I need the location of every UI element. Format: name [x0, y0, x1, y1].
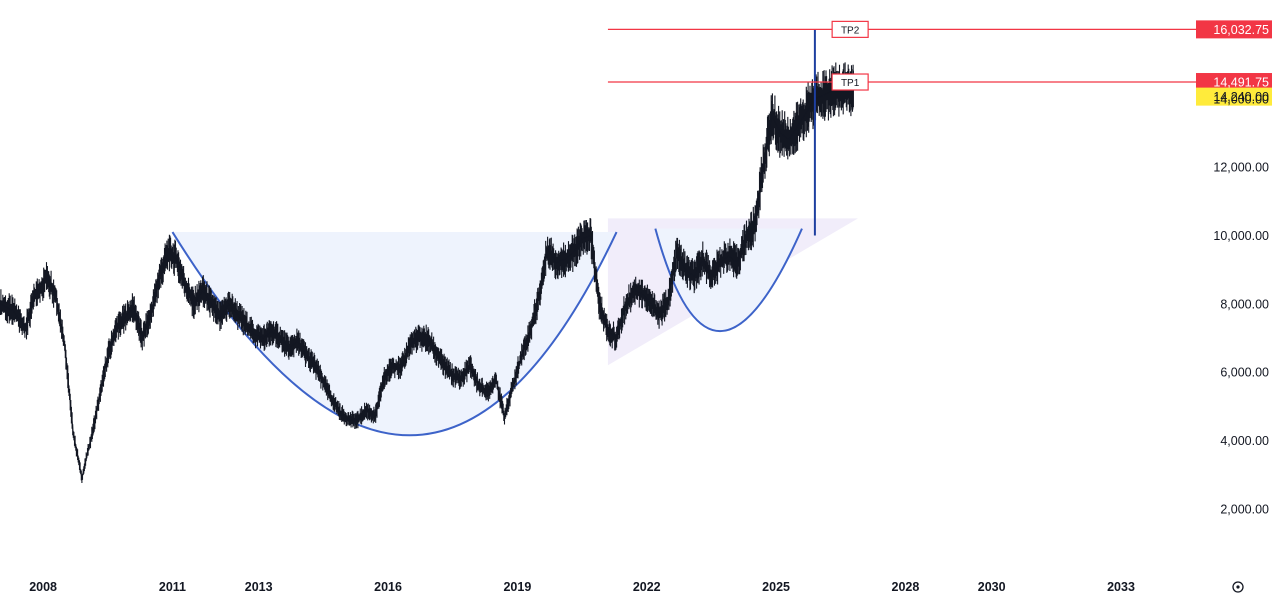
pattern-layer: [171, 218, 859, 437]
big-cup-fill: [172, 232, 617, 436]
gear-icon[interactable]: [1232, 581, 1244, 593]
x-tick-label: 2033: [1107, 580, 1135, 594]
small-cup-fill: [655, 228, 802, 332]
level-text-tp1: TP1: [841, 78, 860, 89]
price-label-bg: [1196, 87, 1272, 106]
level-text-tp2: TP2: [841, 25, 860, 36]
y-tick-label: 2,000.00: [1220, 502, 1269, 516]
x-tick-label: 2013: [245, 580, 273, 594]
level-box-tp2[interactable]: [831, 20, 869, 38]
x-tick-label: 2022: [633, 580, 661, 594]
x-tick-label: 2025: [762, 580, 790, 594]
price-series-line: [0, 90, 854, 479]
y-tick-label: 4,000.00: [1220, 434, 1269, 448]
y-tick-label: 8,000.00: [1220, 297, 1269, 311]
price-label: 14,240.00: [1213, 90, 1269, 104]
x-tick-label: 2030: [978, 580, 1006, 594]
x-tick-label: 2028: [892, 580, 920, 594]
price-label-bg: [1196, 20, 1272, 39]
y-tick-label: 14,000.00: [1213, 92, 1269, 106]
x-tick-label: 2019: [503, 580, 531, 594]
price-label-bg: [1196, 73, 1272, 92]
y-tick-label: 10,000.00: [1213, 229, 1269, 243]
y-tick-label: 12,000.00: [1213, 161, 1269, 175]
series-layer: [0, 62, 854, 483]
x-tick-label: 2016: [374, 580, 402, 594]
price-label: 16,032.75: [1213, 23, 1269, 37]
x-tick-label: 2008: [29, 580, 57, 594]
gear-icon-center: [1236, 585, 1240, 589]
level-box-tp1[interactable]: [831, 73, 869, 91]
level-layer: TP2 TP1: [607, 20, 1196, 236]
settings-button[interactable]: [1232, 581, 1244, 593]
x-tick-label: 2011: [159, 580, 186, 594]
y-tick-label: 6,000.00: [1220, 366, 1269, 380]
price-label: 14,491.75: [1213, 76, 1269, 90]
